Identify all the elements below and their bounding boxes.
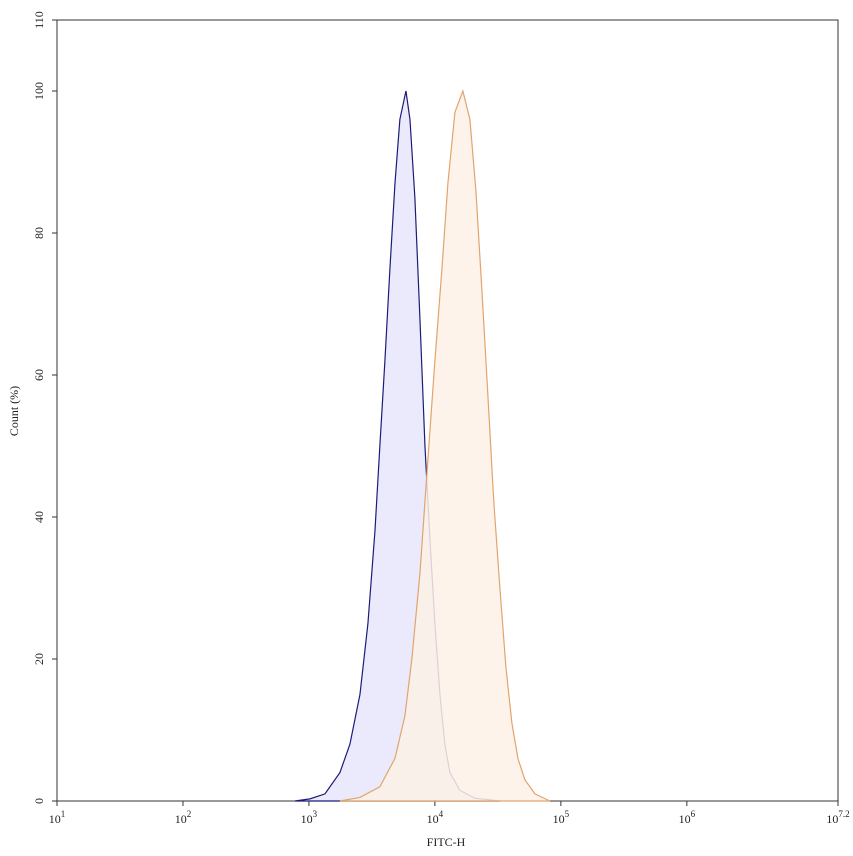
tick-exponent: 4: [439, 809, 444, 819]
tick-base: 10: [49, 812, 61, 826]
y-tick-label: 0: [32, 798, 46, 804]
x-axis-label: FITC-H: [427, 835, 466, 849]
x-tick-label: 105: [553, 809, 570, 826]
y-axis-label: Count (%): [7, 386, 21, 436]
x-tick-label: 102: [175, 809, 192, 826]
x-tick-label: 101: [49, 809, 66, 826]
tick-exponent: 3: [313, 809, 318, 819]
tick-exponent: 7.2: [838, 809, 849, 819]
tick-exponent: 6: [691, 809, 696, 819]
y-tick-label: 40: [32, 511, 46, 523]
tick-base: 10: [679, 812, 691, 826]
histogram-area: [339, 88, 551, 802]
tick-base: 10: [826, 812, 838, 826]
x-tick-label: 107.2: [826, 809, 849, 826]
y-tick-label: 60: [32, 369, 46, 381]
y-tick-label: 80: [32, 227, 46, 239]
tick-exponent: 5: [565, 809, 570, 819]
y-tick-label: 100: [32, 82, 46, 100]
tick-base: 10: [427, 812, 439, 826]
tick-base: 10: [175, 812, 187, 826]
tick-exponent: 1: [61, 809, 66, 819]
tick-exponent: 2: [187, 809, 192, 819]
y-tick-label: 20: [32, 653, 46, 665]
tick-base: 10: [553, 812, 565, 826]
x-tick-label: 106: [679, 809, 696, 826]
y-tick-label: 110: [32, 11, 46, 29]
tick-base: 10: [301, 812, 313, 826]
x-tick-label: 104: [427, 809, 444, 826]
x-tick-label: 103: [301, 809, 318, 826]
